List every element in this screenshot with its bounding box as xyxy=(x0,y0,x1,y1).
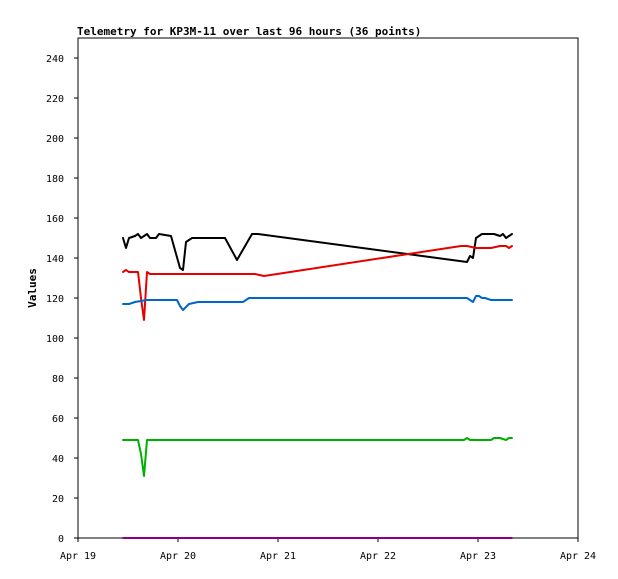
series-group xyxy=(122,233,513,539)
series-line-3 xyxy=(122,295,513,311)
series-line-2 xyxy=(122,245,513,321)
y-tick-label: 120 xyxy=(46,294,64,305)
series-line-1 xyxy=(122,233,513,271)
y-tick-label: 220 xyxy=(46,94,64,105)
x-tick-label: Apr 23 xyxy=(460,551,496,562)
y-tick-label: 80 xyxy=(52,374,64,385)
y-tick-label: 40 xyxy=(52,454,64,465)
x-tick-label: Apr 22 xyxy=(360,551,396,562)
y-axis-label: Values xyxy=(26,268,39,308)
x-tick-label: Apr 20 xyxy=(160,551,196,562)
y-tick-label: 140 xyxy=(46,254,64,265)
x-tick-label: Apr 24 xyxy=(560,551,596,562)
y-tick-label: 60 xyxy=(52,414,64,425)
y-tick-label: 200 xyxy=(46,134,64,145)
y-tick-label: 0 xyxy=(58,534,64,545)
y-axis-ticks: 0 20 40 60 80 100 120 140 160 180 200 220 240 xyxy=(46,54,78,545)
y-tick-label: 240 xyxy=(46,54,64,65)
chart-title: Telemetry for KP3M-11 over last 96 hours… xyxy=(77,25,421,38)
y-tick-label: 180 xyxy=(46,174,64,185)
plot-area xyxy=(77,37,579,539)
x-tick-label: Apr 21 xyxy=(260,551,296,562)
x-tick-label: Apr 19 xyxy=(60,551,96,562)
series-line-4 xyxy=(122,437,513,477)
y-tick-label: 100 xyxy=(46,334,64,345)
x-axis-ticks: Apr 19 Apr 20 Apr 21 Apr 22 Apr 23 Apr 24 xyxy=(60,538,596,562)
y-tick-label: 20 xyxy=(52,494,64,505)
y-tick-label: 160 xyxy=(46,214,64,225)
